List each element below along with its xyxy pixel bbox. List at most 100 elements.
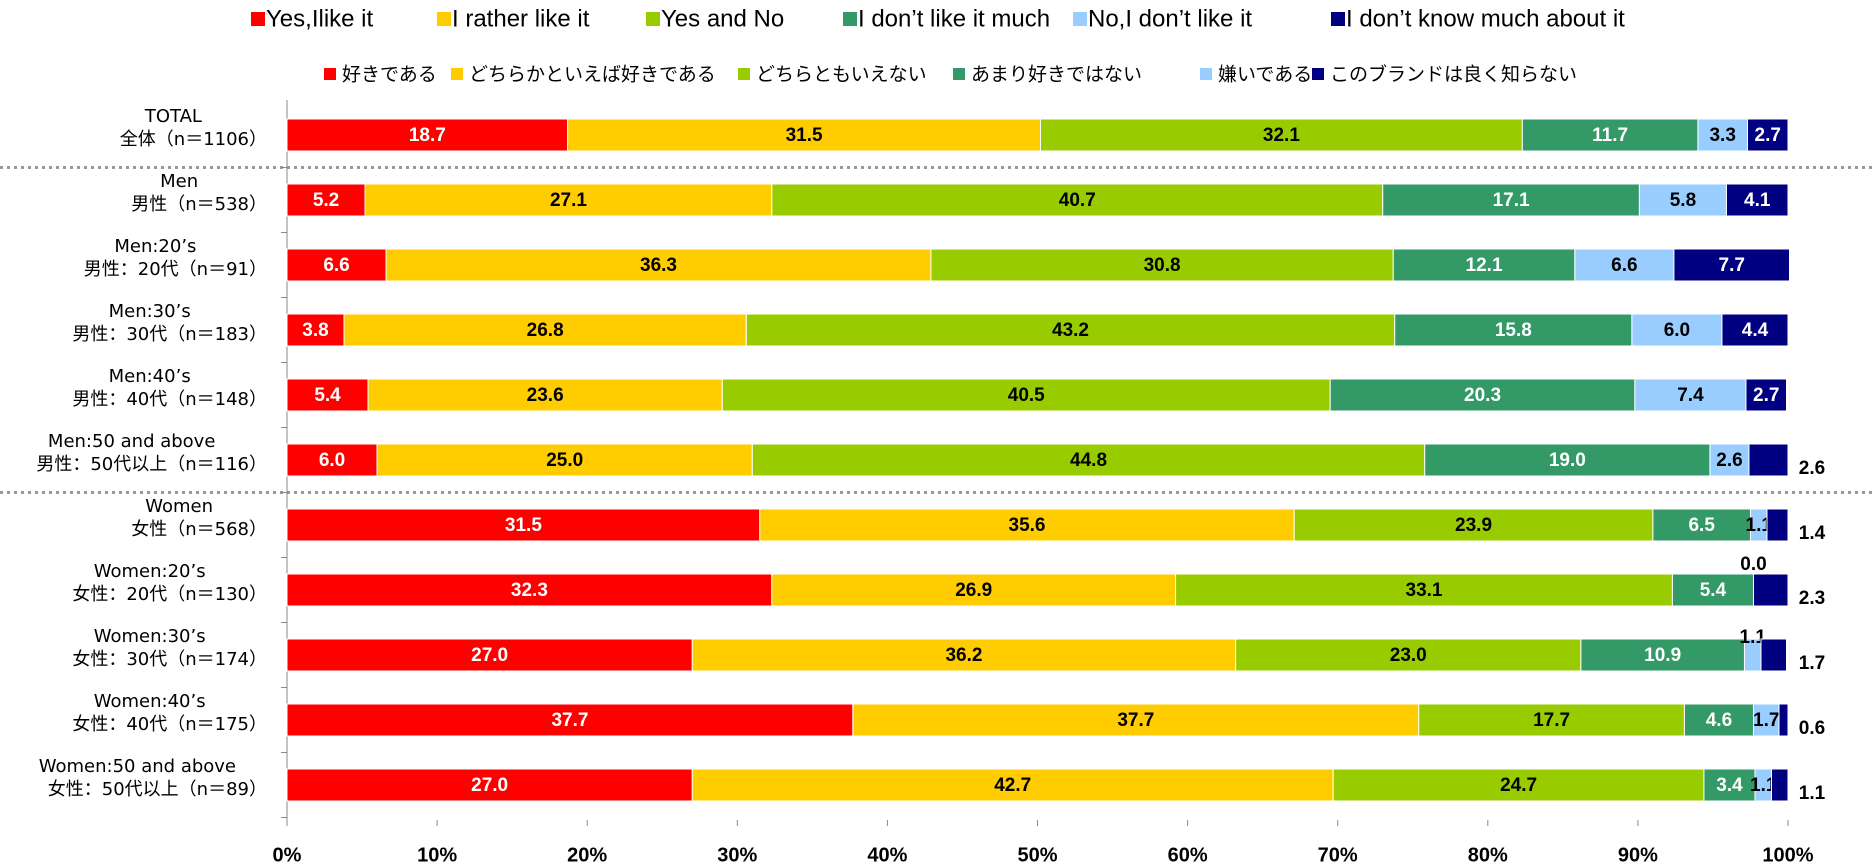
bar-segment (751, 443, 1426, 477)
value-label: 1.1 (1746, 515, 1773, 536)
value-label: 27.0 (471, 645, 508, 666)
x-tick-label: 100% (1762, 844, 1813, 866)
value-label: 36.2 (945, 645, 982, 666)
category-label: 男性：20代（n＝91） (84, 259, 267, 280)
value-label: 44.8 (1070, 450, 1107, 471)
value-label: 37.7 (551, 710, 588, 731)
legend-swatch (1200, 68, 1212, 80)
bar-segment (1332, 768, 1705, 802)
bar-segment (286, 118, 569, 152)
bar-segment (1766, 508, 1789, 542)
value-label: 32.1 (1263, 125, 1300, 146)
legend-label: 好きである (342, 64, 437, 86)
legend-swatch (1331, 12, 1345, 26)
category-label: TOTAL (144, 106, 202, 127)
x-tick-label: 60% (1168, 844, 1208, 866)
bar-segment (286, 768, 693, 802)
legend-label: Yes,Ilike it (266, 5, 374, 32)
bar-segment (1040, 118, 1523, 152)
bar-segment (1673, 248, 1791, 282)
legend-label: Yes and No (661, 5, 784, 32)
bar-segment (1394, 313, 1633, 347)
category-label: 女性（n＝568） (131, 519, 267, 540)
bar-segment (567, 118, 1042, 152)
value-label: 23.6 (527, 385, 564, 406)
bar-segment (852, 703, 1420, 737)
bar-segment (1770, 768, 1789, 802)
legend-swatch (1312, 68, 1324, 80)
value-label: 23.0 (1390, 645, 1427, 666)
category-label: Men:20’s (114, 236, 196, 257)
bar-segment (759, 508, 1295, 542)
legend-swatch (646, 12, 660, 26)
bar-segment (286, 638, 693, 672)
bar-segment (1418, 703, 1685, 737)
x-tick-label: 0% (273, 844, 302, 866)
category-label: Men:50 and above (48, 431, 215, 452)
category-label: 女性：50代以上（n＝89） (48, 779, 267, 800)
value-label: 1.1 (1799, 783, 1826, 804)
bar-segment (286, 183, 366, 217)
x-tick-label: 30% (717, 844, 757, 866)
value-label: 40.5 (1008, 385, 1045, 406)
value-label: 17.1 (1493, 190, 1530, 211)
value-label: 2.6 (1799, 458, 1825, 479)
value-label: 6.0 (319, 450, 345, 471)
bar-segment (1725, 183, 1789, 217)
value-label: 3.4 (1716, 775, 1743, 796)
value-label: 3.8 (302, 320, 328, 341)
bar-segment (376, 443, 753, 477)
bar-segment (1574, 248, 1675, 282)
x-tick-label: 10% (417, 844, 457, 866)
legend-swatch (843, 12, 857, 26)
category-label: 女性：30代（n＝174） (72, 649, 267, 670)
value-label: 27.1 (550, 190, 587, 211)
bar-segment (691, 638, 1237, 672)
value-label: 2.7 (1753, 385, 1779, 406)
category-label: 男性：30代（n＝183） (72, 324, 267, 345)
bar-segment (1752, 703, 1780, 737)
bar-segment (1521, 118, 1699, 152)
bar-segment (1721, 313, 1789, 347)
value-label: 15.8 (1495, 320, 1532, 341)
legend-label: I don’t know much about it (1346, 5, 1625, 32)
bar-segment (771, 573, 1177, 607)
x-tick-label: 50% (1017, 844, 1057, 866)
bar-segment (1703, 768, 1756, 802)
bar-segment (367, 378, 723, 412)
legend-label: I don’t like it much (858, 5, 1050, 32)
legend-label: No,I don’t like it (1088, 5, 1252, 32)
value-label: 4.6 (1706, 710, 1732, 731)
bar-segment (691, 768, 1334, 802)
value-label: 32.3 (511, 580, 548, 601)
value-label: 19.0 (1549, 450, 1586, 471)
legend-swatch (437, 12, 451, 26)
value-label: 0.0 (1740, 554, 1766, 575)
category-label: Women:20’s (94, 561, 206, 582)
bar-segment (286, 508, 761, 542)
bar-segment (1329, 378, 1636, 412)
category-label: Men:30’s (109, 301, 191, 322)
category-label: Women:30’s (94, 626, 206, 647)
legend-swatch (451, 68, 463, 80)
x-tick-label: 80% (1468, 844, 1508, 866)
bar-segment (721, 378, 1331, 412)
value-label: 26.8 (527, 320, 564, 341)
x-tick-label: 20% (567, 844, 607, 866)
bar-segment (1392, 248, 1576, 282)
value-label: 2.7 (1755, 125, 1781, 146)
value-label: 1.4 (1799, 523, 1826, 544)
value-label: 5.2 (313, 190, 339, 211)
x-tick-label: 90% (1618, 844, 1658, 866)
value-label: 40.7 (1059, 190, 1096, 211)
bar-segment (1652, 508, 1751, 542)
value-label: 11.7 (1592, 125, 1628, 146)
category-label: 男性：40代（n＝148） (72, 389, 267, 410)
legend-swatch (1073, 12, 1087, 26)
legend-label: どちらかといえば好きである (469, 64, 716, 86)
bar-segment (1382, 183, 1640, 217)
bar-segment (1631, 313, 1723, 347)
value-label: 7.4 (1677, 385, 1704, 406)
value-label: 18.7 (409, 125, 446, 146)
legend-swatch (738, 68, 750, 80)
